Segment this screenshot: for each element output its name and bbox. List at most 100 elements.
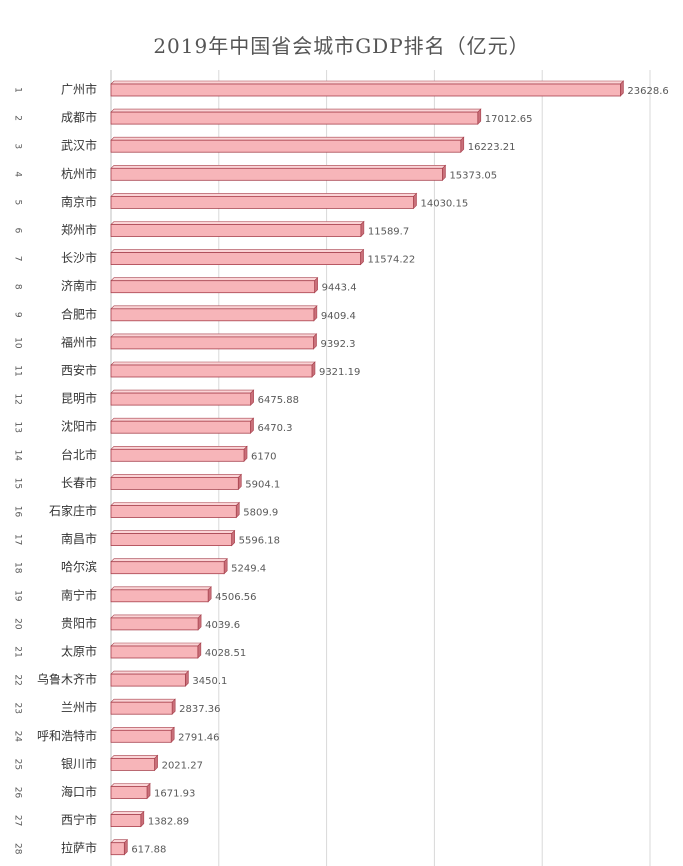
- bar: [110, 420, 251, 434]
- bar: [110, 645, 199, 659]
- rank-label: 5: [13, 200, 23, 206]
- bar-side-face: [243, 445, 248, 463]
- bar-top-face: [110, 249, 365, 253]
- bar: [110, 701, 173, 715]
- value-label: 9409.4: [321, 311, 356, 322]
- bar-side-face: [146, 782, 151, 800]
- bar-top-face: [110, 642, 202, 647]
- bar-side-face: [197, 642, 202, 659]
- bar: [110, 448, 245, 462]
- bar-top-face: [110, 80, 625, 85]
- bar-top-face: [110, 193, 418, 197]
- rank-label: 10: [13, 337, 23, 349]
- bar-top-face: [110, 502, 240, 506]
- category-label: 乌鲁木齐市: [37, 672, 97, 687]
- value-label: 11589.7: [368, 227, 409, 238]
- value-label: 9321.19: [319, 367, 360, 378]
- value-label: 617.88: [131, 845, 166, 856]
- bar: [110, 617, 199, 631]
- category-label: 广州市: [61, 82, 97, 97]
- rank-label: 3: [13, 143, 23, 149]
- rank-label: 7: [13, 256, 23, 262]
- rank-label: 6: [13, 228, 23, 234]
- rank-label: 27: [13, 815, 23, 826]
- rank-label: 19: [13, 590, 23, 602]
- bar-top-face: [110, 305, 318, 310]
- rank-label: 21: [13, 646, 23, 657]
- rank-label: 4: [13, 171, 23, 177]
- bar: [110, 139, 462, 153]
- value-label: 2837.36: [179, 704, 220, 715]
- rank-label: 16: [13, 506, 23, 518]
- bar-side-face: [124, 838, 128, 856]
- category-label: 南宁市: [61, 587, 97, 602]
- bar-side-face: [197, 614, 202, 631]
- bar-side-face: [154, 754, 158, 772]
- bar-side-face: [237, 473, 242, 491]
- bar-side-face: [477, 108, 482, 125]
- bar: [110, 224, 362, 237]
- bar: [110, 589, 209, 603]
- bar: [110, 280, 315, 294]
- bar: [110, 252, 361, 266]
- value-label: 14030.15: [420, 198, 468, 209]
- value-label: 2791.46: [178, 732, 219, 743]
- bar: [110, 561, 225, 575]
- bar: [110, 476, 239, 490]
- category-label: 武汉市: [61, 138, 97, 153]
- chart-title: 2019年中国省会城市GDP排名（亿元）: [153, 34, 530, 58]
- bar-top-face: [110, 417, 255, 422]
- category-label: 杭州市: [61, 166, 97, 181]
- category-label: 台北市: [61, 447, 97, 462]
- rank-label: 18: [13, 562, 23, 574]
- bar: [110, 336, 314, 350]
- bar-top-face: [110, 530, 236, 534]
- bar-side-face: [140, 810, 145, 828]
- category-label: 西安市: [61, 363, 97, 378]
- bar-side-face: [250, 389, 254, 406]
- bar-top-face: [110, 221, 365, 225]
- bar-side-face: [235, 501, 240, 519]
- bar-side-face: [313, 333, 317, 350]
- rank-label: 2: [13, 115, 23, 121]
- rank-label: 28: [13, 843, 23, 855]
- bar-side-face: [171, 698, 176, 715]
- value-label: 6170: [251, 451, 276, 462]
- value-label: 3450.1: [192, 676, 227, 687]
- bar-side-face: [313, 305, 318, 322]
- category-label: 南昌市: [61, 531, 97, 546]
- value-label: 15373.05: [449, 170, 497, 181]
- value-label: 16223.21: [468, 142, 516, 153]
- bar: [110, 308, 315, 322]
- value-label: 5904.1: [245, 479, 280, 490]
- rank-label: 8: [13, 284, 23, 290]
- category-label: 长春市: [61, 475, 97, 490]
- category-label: 西宁市: [61, 812, 97, 827]
- category-label: 长沙市: [61, 250, 97, 265]
- bar-top-face: [110, 586, 212, 591]
- value-label: 4506.56: [215, 592, 256, 603]
- rank-label: 24: [13, 731, 23, 743]
- bar: [110, 729, 172, 743]
- bar-side-face: [360, 220, 365, 238]
- bar-side-face: [170, 726, 175, 744]
- bar-side-face: [185, 670, 189, 687]
- bar-side-face: [314, 276, 318, 294]
- category-label: 太原市: [61, 644, 97, 659]
- bar-top-face: [110, 811, 145, 815]
- value-label: 5809.9: [243, 508, 278, 519]
- rank-label: 1: [13, 87, 23, 93]
- category-label: 银川市: [61, 756, 97, 771]
- bar-top-face: [110, 614, 202, 619]
- bar-top-face: [110, 783, 151, 787]
- category-label: 海口市: [61, 784, 97, 799]
- bar-top-face: [110, 698, 176, 703]
- bar-top-face: [110, 445, 248, 450]
- bar: [110, 195, 414, 209]
- rank-label: 14: [13, 450, 23, 462]
- rank-label: 20: [13, 618, 23, 630]
- category-label: 合肥市: [61, 306, 97, 321]
- bar-side-face: [413, 192, 417, 210]
- rank-label: 11: [13, 365, 23, 376]
- bar-top-face: [110, 277, 319, 282]
